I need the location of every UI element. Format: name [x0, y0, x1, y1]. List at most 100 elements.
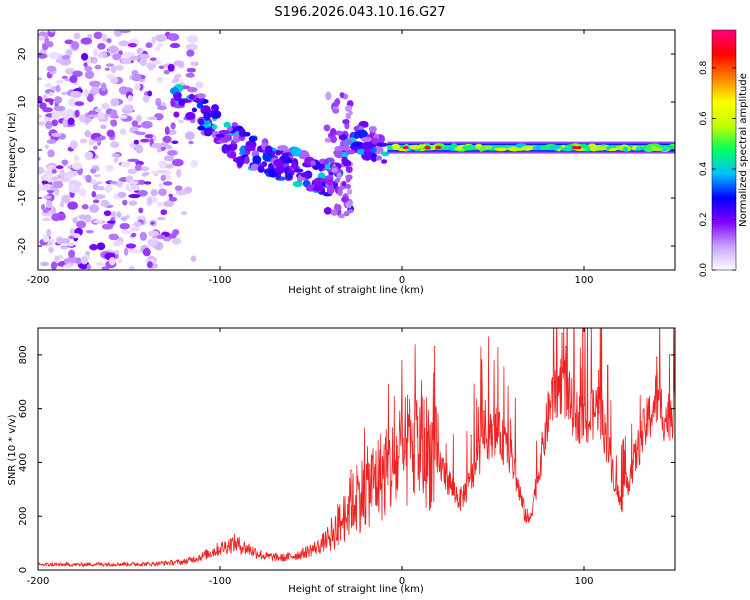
spectrogram-cell: [84, 130, 92, 138]
spectrogram-cell: [244, 145, 256, 152]
spectrogram-cell: [106, 129, 115, 138]
spectrogram-cell: [275, 149, 281, 156]
spectrogram-cell: [128, 200, 138, 206]
spectrogram-cell: [63, 264, 74, 268]
spectrogram-cell: [479, 147, 484, 152]
spectrogram-cell: [595, 146, 607, 151]
spectrogram-cell: [128, 193, 141, 199]
spectrogram-cell: [97, 52, 104, 59]
spectrogram-cell: [264, 145, 273, 154]
spectrogram-cell: [40, 261, 50, 267]
spectrogram-cell: [292, 180, 303, 188]
spectrogram-cell: [114, 249, 120, 255]
spectrogram-cell: [93, 219, 104, 224]
spectrogram-cell: [154, 46, 161, 52]
spectrogram-cell: [173, 92, 181, 102]
spectrogram-cell: [323, 124, 331, 132]
spectrogram-cell: [92, 199, 100, 204]
spectrogram-cell: [343, 210, 350, 217]
spectrogram-cell: [139, 57, 148, 67]
spectrogram-cell: [112, 53, 122, 61]
spectrogram-cell: [119, 223, 130, 230]
spectrogram-cell: [175, 73, 182, 78]
spectrogram-cell: [144, 181, 152, 185]
spectrogram-cell: [73, 32, 81, 40]
spectrogram-cell: [110, 119, 118, 127]
spectrogram-cell: [117, 258, 123, 264]
spectrogram-cell: [229, 151, 237, 159]
spectrogram-cell: [129, 55, 140, 61]
spectrogram-cell: [51, 119, 59, 127]
spectrogram-cell: [164, 126, 170, 135]
spectrogram-cell: [312, 185, 325, 192]
spectrogram-cell: [167, 149, 178, 156]
spectrogram-cell: [273, 159, 285, 167]
spectrogram-cell: [156, 76, 164, 83]
spectrogram-cell: [224, 134, 233, 142]
spectrogram-cell: [190, 255, 197, 262]
spectrogram-cell: [49, 99, 54, 106]
spectrogram-cell: [71, 41, 80, 50]
spectrogram-cell: [84, 70, 95, 80]
spectrogram-cell: [157, 170, 166, 174]
spectrogram-cell: [243, 131, 251, 137]
spectrogram-cell: [46, 139, 57, 144]
spectrogram-cell: [615, 145, 622, 150]
spectrogram-cell: [186, 67, 197, 73]
spectrogram-cell: [168, 196, 178, 202]
spectrogram-cell: [54, 96, 63, 104]
spectrogram-x-tick-label: 0: [399, 275, 405, 286]
spectrogram-cell: [61, 55, 71, 60]
spectrogram-cell: [45, 41, 54, 48]
spectrogram-cell: [651, 145, 659, 152]
spectrogram-cell: [42, 44, 49, 51]
spectrogram-cell: [113, 156, 119, 163]
spectrogram-cell: [151, 36, 156, 45]
spectrogram-cell: [120, 57, 132, 65]
spectrogram-cell: [38, 53, 48, 59]
spectrogram-cell: [60, 245, 69, 250]
spectrogram-cell: [347, 188, 353, 195]
spectrogram-cell: [361, 141, 373, 150]
spectrogram-cell: [380, 159, 388, 164]
spectrogram-y-label: Frequency (Hz): [7, 112, 18, 188]
spectrogram-cell: [79, 114, 86, 123]
spectrogram-cell: [334, 203, 339, 211]
spectrogram-cell: [62, 118, 68, 128]
spectrogram-cell: [93, 145, 98, 150]
spectrogram-cell: [330, 135, 337, 144]
spectrogram-cell: [83, 62, 88, 68]
spectrogram-cell: [345, 112, 351, 120]
spectrogram-cell: [163, 200, 175, 208]
spectrogram-cell: [83, 88, 89, 98]
spectrogram-cell: [239, 145, 246, 156]
spectrogram-cell: [54, 188, 60, 196]
spectrogram-cell: [48, 30, 57, 33]
spectrogram-cell: [236, 156, 244, 167]
spectrogram-cell: [150, 221, 155, 225]
spectrogram-cell: [323, 206, 332, 215]
spectrogram-cell: [336, 172, 342, 180]
colorbar-scale: [712, 30, 736, 270]
spectrogram-cell: [334, 150, 345, 159]
spectrogram-cell: [52, 180, 64, 189]
spectrogram-cell: [120, 230, 133, 234]
spectrogram-x-tick-label: -200: [27, 275, 50, 286]
spectrogram-cell: [122, 199, 128, 206]
spectrogram-cell: [144, 134, 154, 139]
spectrogram-cell: [80, 256, 89, 265]
spectrogram-cell: [291, 161, 297, 169]
spectrogram-cell: [168, 193, 173, 198]
spectrogram-cell: [332, 108, 340, 114]
spectrogram-cell: [231, 122, 238, 127]
spectrogram-cell: [187, 86, 198, 93]
spectrogram-cell: [131, 249, 141, 254]
spectrogram-cell: [91, 56, 98, 64]
snr-peak-point: [404, 450, 407, 453]
spectrogram-cell: [174, 185, 183, 191]
spectrogram-cell: [286, 172, 292, 180]
spectrogram-cell: [88, 139, 94, 146]
spectrogram-cell: [158, 65, 165, 69]
